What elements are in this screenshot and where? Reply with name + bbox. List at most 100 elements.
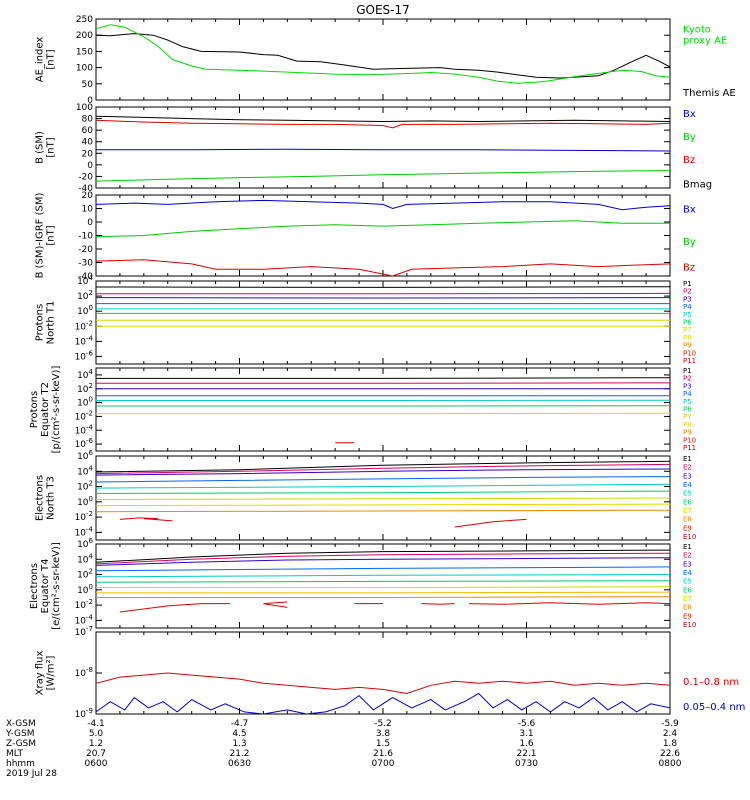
y-tick-label: 102: [77, 289, 93, 302]
ephemeris-value: 1.6: [519, 739, 534, 749]
series-line: [95, 552, 671, 565]
y-tick-label: 10-2: [75, 598, 93, 611]
y-tick-label: 10: [82, 205, 94, 215]
y-tick-label: -20: [78, 172, 93, 182]
y-tick-label: -40: [78, 184, 93, 194]
ephemeris-value: 1.2: [89, 739, 103, 749]
y-tick-label: 100: [77, 495, 93, 508]
legend: Bx By Bz: [683, 205, 696, 274]
series-line: [95, 119, 671, 129]
panel-frame: [95, 18, 671, 101]
y-tick-label: 100: [76, 103, 93, 113]
legend-entry: P4: [683, 303, 692, 311]
ephemeris-value: 3.1: [519, 729, 533, 739]
legend-entry: P7: [683, 326, 692, 334]
y-tick-label: 100: [77, 304, 93, 317]
y-tick-label: 104: [77, 552, 93, 565]
legend-entry: P3: [683, 382, 692, 390]
legend-entry: P11: [683, 444, 696, 452]
y-tick-label: 20: [82, 191, 94, 201]
y-tick-label: 40: [82, 138, 94, 148]
legend-entry: E9: [683, 524, 692, 532]
series-line: [95, 672, 671, 695]
series-line: [96, 377, 671, 379]
y-tick-label: 0: [87, 218, 93, 228]
y-axis-title: ElectronsEquator T4[e/(cm²-s-sr-keV)]: [29, 542, 62, 630]
series-line: [95, 503, 671, 507]
series-line: [95, 259, 671, 277]
series-line: [95, 497, 671, 500]
y-tick-label: 10-9: [75, 707, 93, 720]
panel-frame: [95, 543, 671, 629]
y-tick-label: 150: [76, 47, 93, 57]
legend: Kyoto proxy AE Themis AE: [682, 25, 736, 99]
series-line: [95, 692, 671, 715]
legend-entry: P1: [683, 367, 692, 375]
series-line: [95, 468, 671, 476]
y-axis-title: ProtonsNorth T1: [35, 301, 57, 345]
series-line: [95, 24, 671, 84]
legend-entry: E4: [683, 481, 692, 489]
legend-entry: P10: [683, 436, 696, 444]
legend-entry: Bx: [683, 205, 696, 216]
legend-entry: By: [683, 237, 696, 248]
plot-title: GOES-17: [356, 3, 410, 17]
y-tick-label: 104: [77, 464, 93, 477]
y-tick-label: 50: [82, 80, 94, 90]
ephemeris-value: -4.7: [231, 719, 249, 729]
legend-entry: E10: [683, 533, 696, 541]
y-tick-label: 100: [77, 396, 93, 409]
ephemeris-row-label: MLT: [6, 749, 24, 759]
ephemeris-value: -5.9: [661, 719, 679, 729]
series-line: [119, 603, 230, 613]
legend-entry: Themis AE: [682, 88, 736, 99]
series-line: [421, 603, 455, 605]
series-line: [95, 483, 671, 489]
panel-frame: [95, 106, 671, 189]
legend-entry: E4: [683, 569, 692, 577]
panel-8: 10-9 10-8 10-7 Xray flux[W/m²] 0.1–0.8 nm 0.0…: [35, 625, 746, 720]
legend-entry: Bz: [683, 155, 695, 166]
series-line: [95, 170, 671, 182]
legend-entry: P3: [683, 295, 692, 303]
series-line: [95, 115, 671, 123]
ephemeris-row-label: hhmm: [6, 759, 35, 769]
legend-entry: P5: [683, 398, 692, 406]
ephemeris-value: 2.4: [663, 729, 678, 739]
ephemeris-row-label: Z-GSM: [6, 739, 36, 749]
legend-entry: E3: [683, 560, 692, 568]
legend-entry: P6: [683, 319, 692, 327]
series-line: [95, 580, 671, 583]
y-tick-label: -30: [78, 259, 93, 269]
ephemeris-value: -5.2: [374, 719, 392, 729]
y-tick-label: 102: [77, 382, 93, 395]
y-tick-label: 106: [77, 537, 93, 550]
ephemeris-value: 21.6: [373, 749, 393, 759]
legend-entry: E7: [683, 595, 692, 603]
legend-entry: P9: [683, 342, 692, 350]
legend-entry: Bx: [683, 109, 696, 120]
ephemeris-value: 20.7: [86, 749, 106, 759]
legend-entry: E9: [683, 612, 692, 620]
ephemeris-value: 1.5: [376, 739, 390, 749]
ephemeris-value: 1.8: [663, 739, 678, 749]
series-line: [96, 591, 671, 594]
y-tick-label: 10-4: [75, 334, 94, 347]
ephemeris-value: 1.3: [232, 739, 246, 749]
legend-entry: P11: [683, 357, 696, 365]
y-tick-label: 102: [77, 568, 93, 581]
series-line: [95, 566, 671, 572]
legend-entry: E1: [683, 455, 692, 463]
legend-entry: P10: [683, 349, 696, 357]
y-tick-label: 200: [76, 31, 93, 41]
series-line: [95, 33, 671, 79]
y-tick-label: 10-2: [75, 510, 93, 523]
legend-entry: E7: [683, 507, 692, 515]
series-line: [95, 574, 671, 578]
